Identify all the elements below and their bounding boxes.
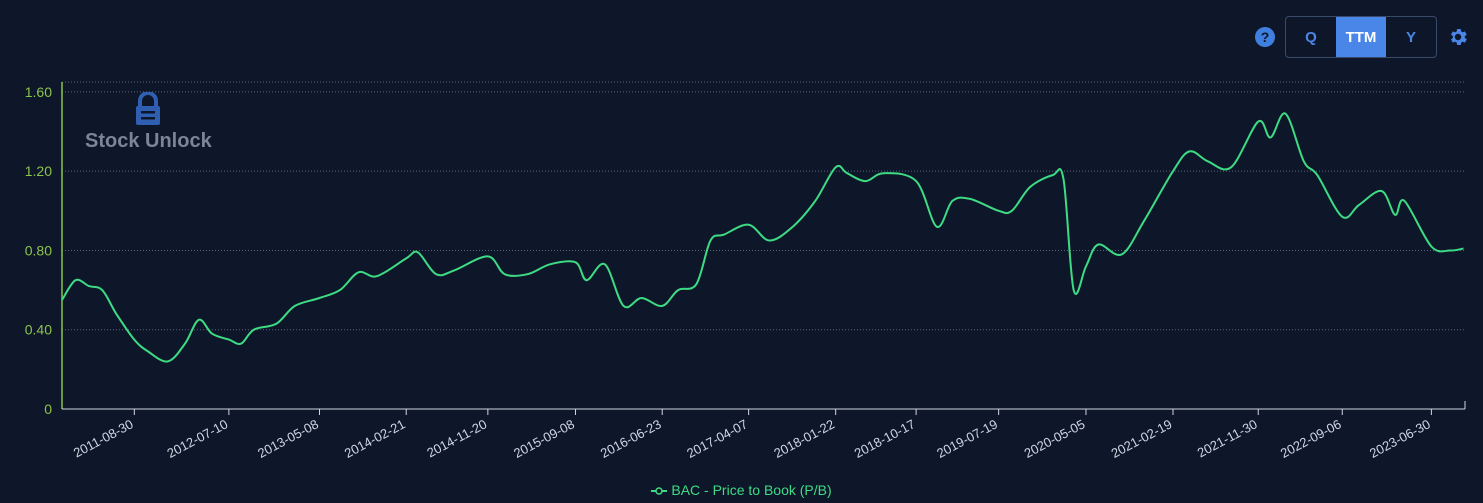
y-tick-label: 0.40 — [25, 322, 52, 338]
period-button-y[interactable]: Y — [1405, 28, 1416, 46]
help-icon[interactable]: ? — [1255, 27, 1275, 47]
legend[interactable]: BAC - Price to Book (P/B) — [0, 482, 1483, 498]
x-tick-label: 2018-10-17 — [852, 416, 918, 460]
grid — [62, 81, 1465, 331]
lock-logo-icon — [136, 92, 161, 125]
x-tick-label: 2018-01-22 — [771, 416, 837, 460]
x-tick-label: 2014-02-21 — [342, 416, 408, 460]
logo: Stock Unlock — [85, 92, 212, 153]
x-tick-label: 2021-11-30 — [1195, 416, 1260, 460]
legend-marker-icon — [651, 487, 668, 496]
x-tick-label: 2012-07-10 — [165, 416, 231, 460]
legend-label: BAC - Price to Book (P/B) — [671, 482, 832, 498]
x-tick-label: 2013-05-08 — [255, 416, 321, 460]
axes — [61, 82, 1466, 410]
x-tick-label: 2011-08-30 — [71, 416, 136, 460]
y-axis: 0 0.40 0.80 1.20 1.60 — [25, 84, 52, 417]
y-tick-label: 1.20 — [25, 163, 52, 179]
x-tick-label: 2016-06-23 — [598, 416, 664, 460]
y-tick-label: 0.80 — [25, 242, 52, 258]
period-toggle: Q TTM Y — [1285, 16, 1437, 58]
x-axis: 2011-08-30 2012-07-10 2013-05-08 2014-02-21… — [71, 409, 1433, 461]
x-tick-label: 2021-02-19 — [1109, 416, 1175, 460]
series-line — [61, 112, 1464, 363]
gear-icon[interactable] — [1447, 26, 1469, 48]
x-tick-label: 2015-09-08 — [511, 416, 577, 460]
logo-text: Stock Unlock — [85, 130, 212, 152]
toolbar: ? Q TTM Y — [1255, 16, 1469, 58]
y-tick-label: 0 — [44, 401, 52, 417]
x-tick-label: 2020-05-05 — [1022, 416, 1088, 460]
x-tick-label: 2023-06-30 — [1367, 416, 1433, 460]
period-button-q[interactable]: Q — [1305, 28, 1317, 46]
x-tick-label: 2022-09-06 — [1278, 416, 1344, 460]
x-tick-label: 2014-11-20 — [424, 416, 489, 460]
period-button-ttm[interactable]: TTM — [1336, 17, 1386, 57]
x-tick-label: 2017-04-07 — [684, 416, 750, 460]
y-tick-label: 1.60 — [25, 84, 52, 100]
x-tick-label: 2019-07-19 — [934, 416, 1000, 460]
